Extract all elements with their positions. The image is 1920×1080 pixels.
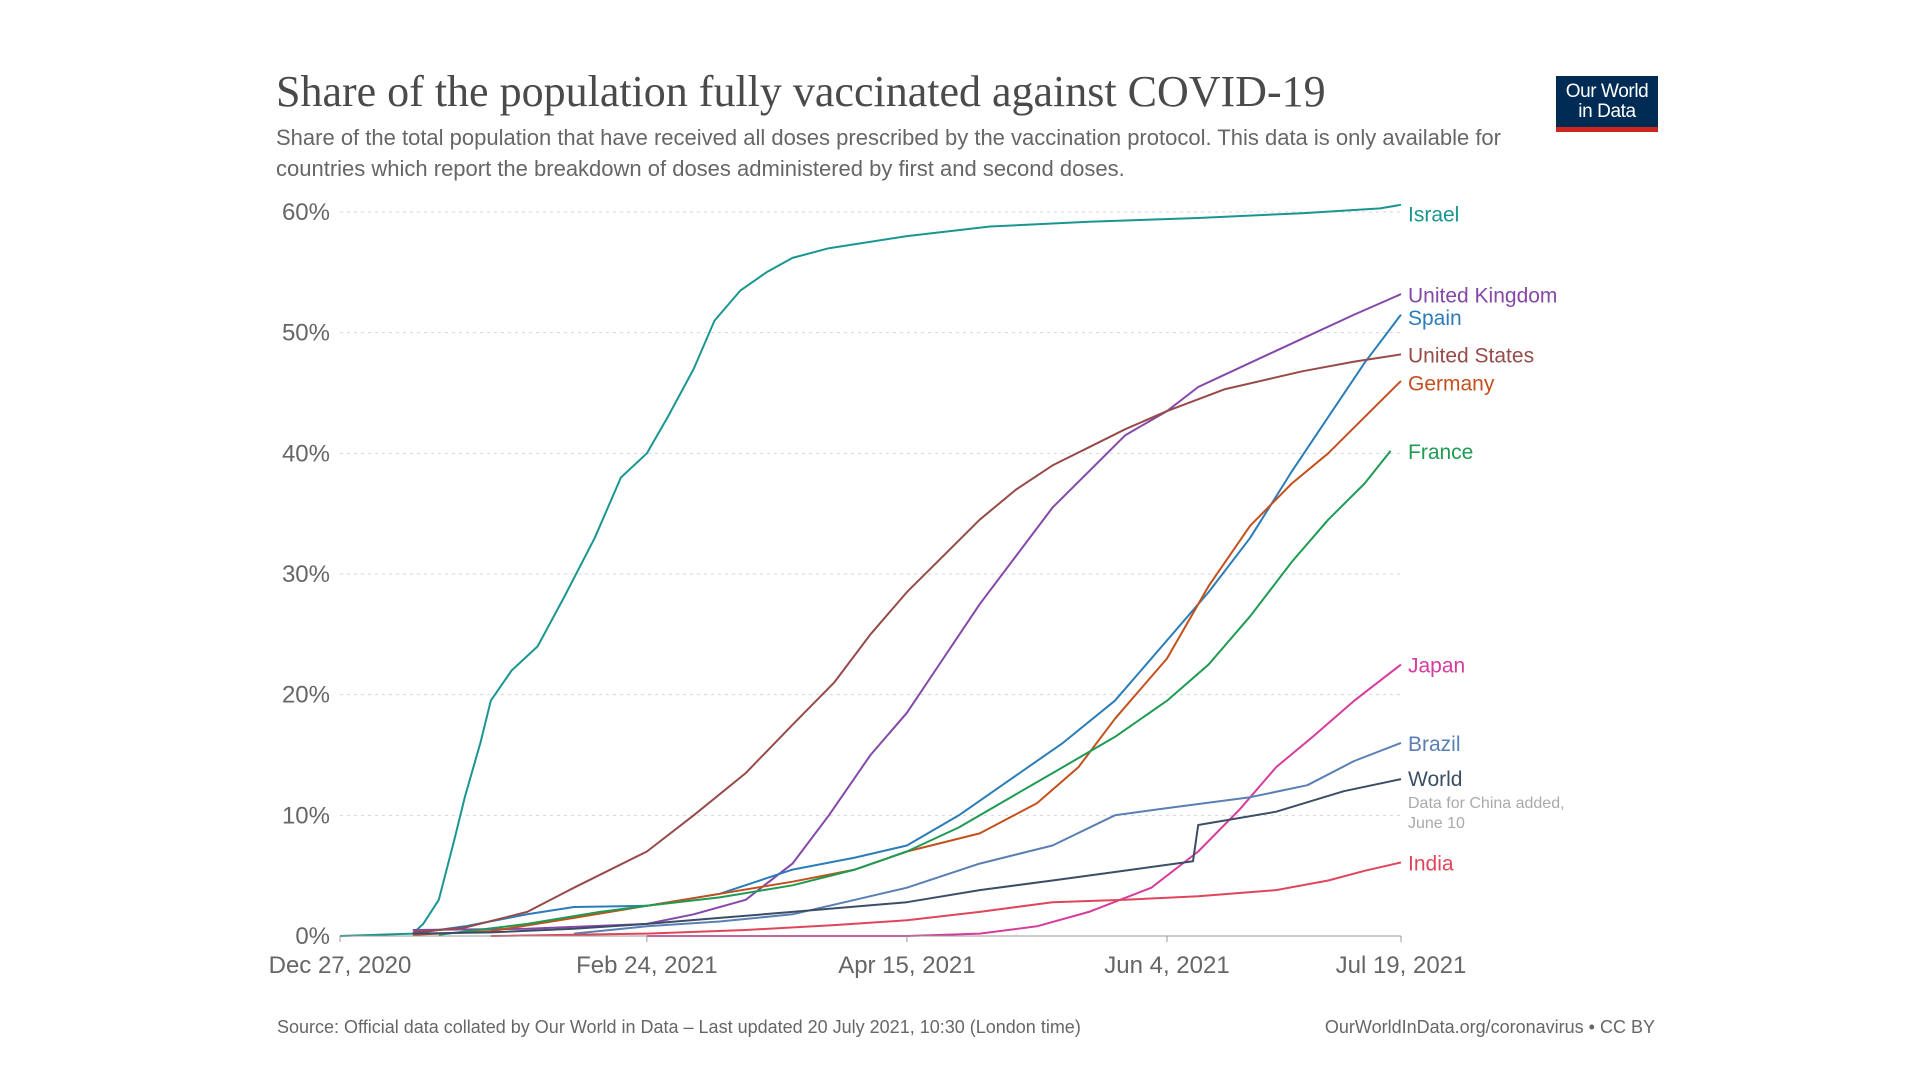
logo-line-1: Our World (1565, 81, 1649, 102)
series-label-germany: Germany (1408, 372, 1495, 395)
series-line-france[interactable] (438, 450, 1392, 936)
series-label-japan: Japan (1408, 655, 1465, 678)
x-tick-4: Jul 19, 2021 (1336, 952, 1467, 979)
series-line-israel[interactable] (339, 203, 1402, 937)
x-tick-0: Dec 27, 2020 (269, 952, 412, 979)
annotation-line-2: June 10 (1408, 815, 1465, 832)
series-label-world: World (1408, 768, 1462, 791)
series-line-india[interactable] (490, 861, 1402, 937)
series-label-brazil: Brazil (1408, 733, 1461, 756)
chart-subtitle: Share of the total population that have … (276, 125, 1501, 181)
footer-credit-link[interactable]: OurWorldInData.org/coronavirus • CC BY (1324, 1017, 1655, 1037)
series-label-israel: Israel (1408, 203, 1459, 226)
series-line-world[interactable] (412, 778, 1402, 935)
owid-logo[interactable]: Our World in Data (1556, 76, 1658, 132)
x-tick-1: Feb 24, 2021 (576, 952, 717, 979)
series-line-spain[interactable] (412, 313, 1402, 935)
chart-title: Share of the population fully vaccinated… (276, 67, 1326, 116)
chart-gridlines: 0% 10% 20% 30% 40% 50% 60% (282, 199, 1401, 950)
series-line-japan[interactable] (646, 663, 1402, 937)
y-tick-0: 0% (295, 923, 330, 950)
chart-x-axis: Dec 27, 2020 Feb 24, 2021 Apr 15, 2021 Jun … (269, 935, 1467, 979)
series-line-united-states[interactable] (412, 353, 1402, 934)
footer-source: Source: Official data collated by Our Wo… (277, 1017, 1081, 1037)
x-tick-3: Jun 4, 2021 (1104, 952, 1229, 979)
series-label-united-kingdom: United Kingdom (1408, 284, 1557, 307)
y-tick-30: 30% (282, 561, 330, 588)
chart-series (339, 203, 1402, 937)
y-tick-40: 40% (282, 440, 330, 467)
series-label-united-states: United States (1408, 345, 1534, 368)
series-line-united-kingdom[interactable] (412, 293, 1402, 931)
y-tick-60: 60% (282, 199, 330, 226)
logo-line-2: in Data (1578, 101, 1636, 122)
series-label-france: France (1408, 441, 1473, 464)
series-line-brazil[interactable] (573, 741, 1402, 935)
y-tick-50: 50% (282, 320, 330, 347)
y-tick-10: 10% (282, 802, 330, 829)
y-tick-20: 20% (282, 682, 330, 709)
series-label-india: India (1408, 853, 1454, 876)
annotation-line-1: Data for China added, (1408, 795, 1565, 812)
x-tick-2: Apr 15, 2021 (838, 952, 975, 979)
series-label-spain: Spain (1408, 307, 1462, 330)
